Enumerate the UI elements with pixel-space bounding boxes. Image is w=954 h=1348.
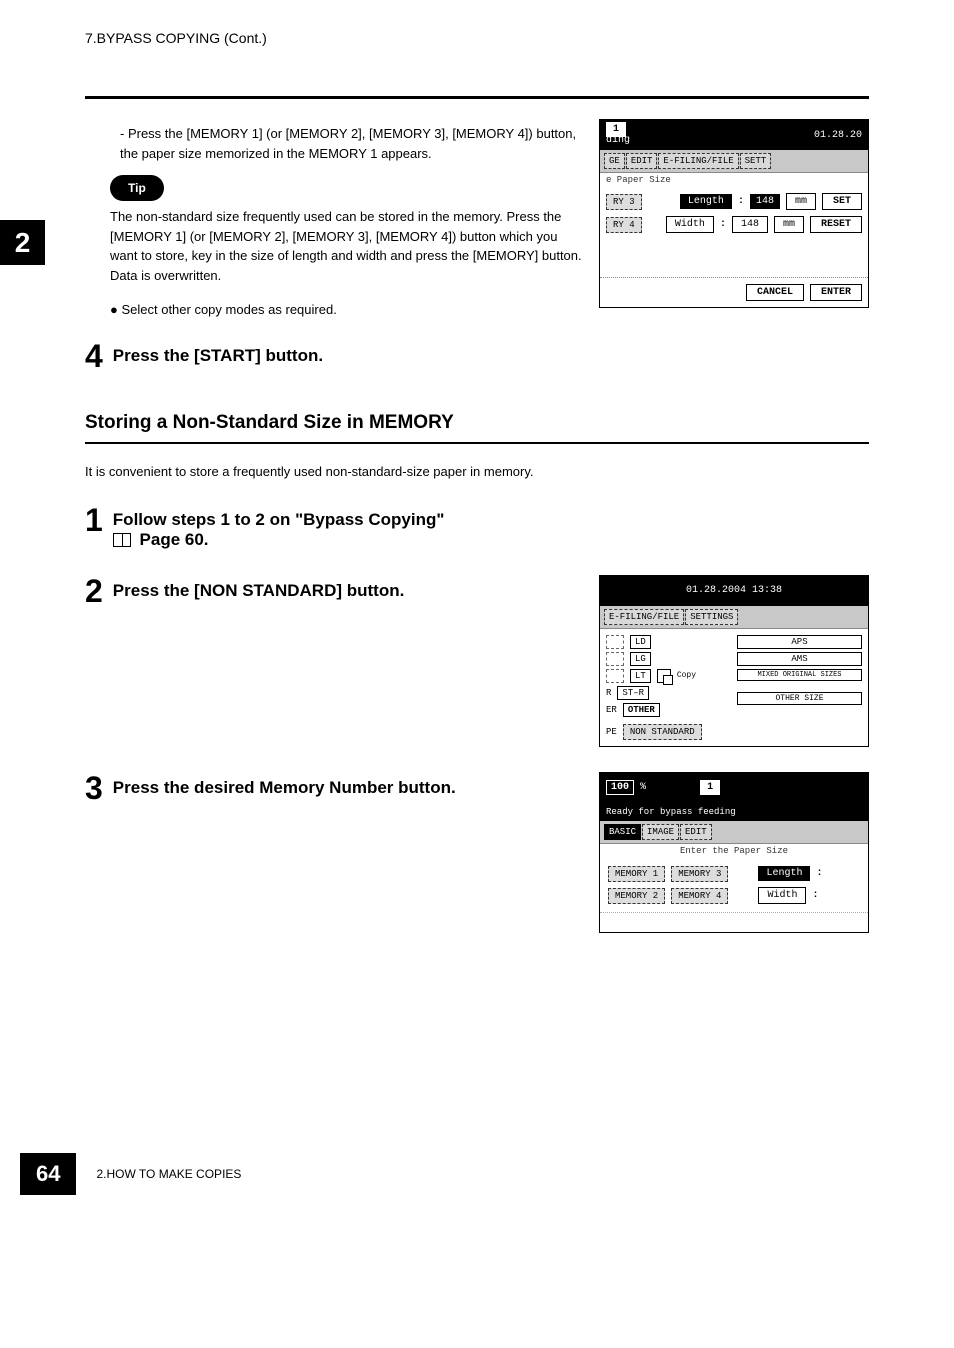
lcd3-width: Width: [758, 887, 806, 904]
step-4-num: 4: [85, 340, 103, 372]
step-1-line1: Follow steps 1 to 2 on "Bypass Copying": [113, 510, 445, 530]
lcd3-tab-image[interactable]: IMAGE: [642, 824, 679, 840]
lcd-panel-1: 1ding 01.28.20 GE EDIT E-FILING/FILE SET…: [599, 119, 869, 308]
footer-text: 2.HOW TO MAKE COPIES: [96, 1167, 241, 1181]
lcd3-mem1[interactable]: MEMORY 1: [608, 866, 665, 882]
lcd1-cancel-button[interactable]: CANCEL: [746, 284, 804, 301]
lcd3-mem2[interactable]: MEMORY 2: [608, 888, 665, 904]
lcd1-width-val[interactable]: 148: [732, 216, 768, 233]
lcd3-colon1: :: [816, 868, 822, 879]
lcd2-tab-efiling[interactable]: E-FILING/FILE: [604, 609, 684, 625]
lcd2-ams[interactable]: AMS: [737, 652, 862, 666]
lcd3-pct: %: [640, 782, 646, 793]
page-header: 7.BYPASS COPYING (Cont.): [85, 30, 869, 46]
select-bullet-text: Select other copy modes as required.: [121, 302, 336, 317]
lcd2-slot: [606, 635, 624, 649]
lcd3-colon2: :: [812, 890, 818, 901]
lcd1-tab-edit[interactable]: EDIT: [626, 153, 658, 169]
lcd2-aps[interactable]: APS: [737, 635, 862, 649]
lcd2-ld[interactable]: LD: [630, 635, 651, 649]
lcd2-str[interactable]: ST–R: [617, 686, 649, 700]
lcd2-slot: [606, 652, 624, 666]
lcd1-tab-ge[interactable]: GE: [604, 153, 625, 169]
lcd1-tab-sett[interactable]: SETT: [740, 153, 772, 169]
step-2-text: Press the [NON STANDARD] button.: [113, 581, 405, 607]
lcd1-length-val[interactable]: 148: [750, 194, 780, 209]
lcd2-timestamp: 01.28.2004 13:38: [686, 585, 782, 596]
lcd1-width-lbl: Width: [666, 216, 714, 233]
lcd3-sub: Enter the Paper Size: [600, 844, 868, 858]
select-bullet: ● Select other copy modes as required.: [110, 300, 584, 320]
lcd1-set-button[interactable]: SET: [822, 193, 862, 210]
lcd1-enter-button[interactable]: ENTER: [810, 284, 862, 301]
book-icon: [113, 533, 131, 547]
step-3-text: Press the desired Memory Number button.: [113, 778, 456, 804]
step-4-text: Press the [START] button.: [113, 346, 323, 366]
lcd1-ry3[interactable]: RY 3: [606, 194, 642, 210]
chapter-badge: 2: [0, 220, 45, 265]
lcd1-reset-button[interactable]: RESET: [810, 216, 862, 233]
lcd1-length-lbl: Length: [680, 194, 732, 209]
lcd2-nonstd[interactable]: NON STANDARD: [623, 724, 702, 740]
lcd3-length: Length: [758, 866, 810, 881]
lcd3-tab-edit[interactable]: EDIT: [680, 824, 712, 840]
lcd2-pe: PE: [606, 727, 617, 737]
lcd2-mixed[interactable]: MIXED ORIGINAL SIZES: [737, 669, 862, 681]
lcd3-tab-basic[interactable]: BASIC: [604, 824, 641, 840]
lcd2-r: R: [606, 688, 611, 698]
divider-section: [85, 442, 869, 444]
divider-top: [85, 96, 869, 99]
step-2-num: 2: [85, 575, 103, 607]
lcd3-badge: 1: [700, 780, 720, 795]
lcd2-lg[interactable]: LG: [630, 652, 651, 666]
copy-icon: [657, 669, 671, 683]
lcd2-tab-settings[interactable]: SETTINGS: [685, 609, 738, 625]
step-3-num: 3: [85, 772, 103, 804]
lcd1-tab-efiling[interactable]: E-FILING/FILE: [658, 153, 738, 169]
lcd1-width-unit: mm: [774, 216, 804, 233]
lcd3-status: Ready for bypass feeding: [606, 807, 736, 817]
tip-badge: Tip: [110, 175, 164, 201]
lcd-panel-3: 100 % 1 Ready for bypass feeding BASIC I…: [599, 772, 869, 933]
lcd3-mem4[interactable]: MEMORY 4: [671, 888, 728, 904]
lcd2-slot: [606, 669, 624, 683]
section-heading: Storing a Non-Standard Size in MEMORY: [85, 412, 869, 434]
lcd2-other[interactable]: OTHER: [623, 703, 660, 717]
tip-text-2: Data is overwritten.: [110, 266, 584, 286]
lcd1-status: ding: [606, 135, 630, 146]
lcd2-other-size[interactable]: OTHER SIZE: [737, 692, 862, 705]
lcd3-zoom: 100: [606, 780, 634, 795]
memory-bullet: - Press the [MEMORY 1] (or [MEMORY 2], […: [120, 124, 584, 163]
memory-bullet-text: Press the [MEMORY 1] (or [MEMORY 2], [ME…: [120, 126, 576, 161]
step-1-line2: Page 60.: [140, 530, 209, 549]
lcd1-sub: e Paper Size: [600, 173, 868, 187]
page-number: 64: [20, 1153, 76, 1195]
lcd1-timestamp: 01.28.20: [814, 130, 862, 141]
lcd2-copy: Copy: [677, 671, 696, 680]
lcd3-mem3[interactable]: MEMORY 3: [671, 866, 728, 882]
section-intro: It is convenient to store a frequently u…: [85, 464, 869, 479]
lcd1-length-unit: mm: [786, 193, 816, 210]
lcd1-ry4[interactable]: RY 4: [606, 217, 642, 233]
lcd2-er: ER: [606, 705, 617, 715]
lcd2-lt[interactable]: LT: [630, 669, 651, 683]
tip-text: The non-standard size frequently used ca…: [110, 207, 584, 266]
lcd-panel-2: 01.28.2004 13:38 E-FILING/FILE SETTINGS …: [599, 575, 869, 747]
step-1-num: 1: [85, 504, 103, 536]
